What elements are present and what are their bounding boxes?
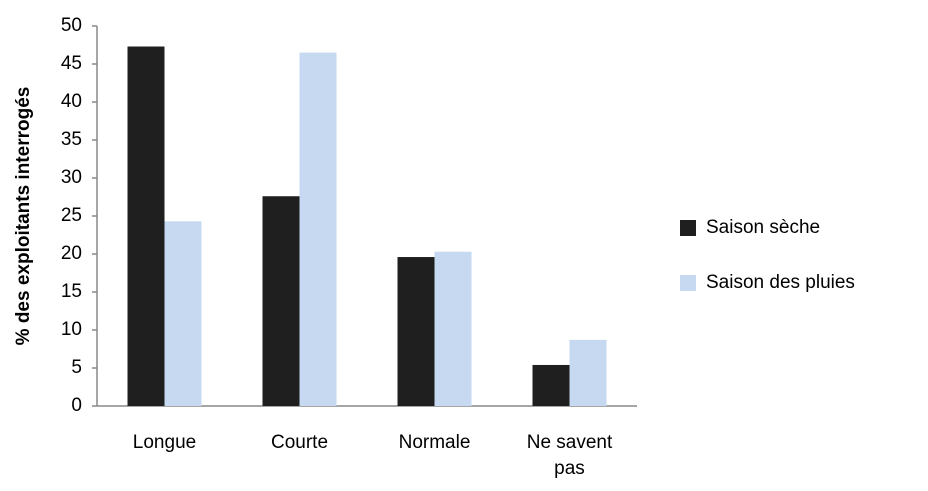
bar bbox=[164, 221, 202, 406]
y-tick-label: 5 bbox=[71, 357, 82, 378]
bar bbox=[532, 364, 570, 406]
x-tick-label: Courte bbox=[270, 432, 329, 453]
y-tick-label: 45 bbox=[61, 53, 82, 74]
y-tick-label: 15 bbox=[61, 281, 82, 302]
x-tick-label: Normale bbox=[398, 432, 471, 453]
y-tick-label: 40 bbox=[61, 91, 82, 112]
y-tick-label: 25 bbox=[61, 205, 82, 226]
y-tick-label: 10 bbox=[61, 319, 82, 340]
y-tick-label: 50 bbox=[61, 15, 82, 36]
bar bbox=[299, 52, 337, 406]
bar bbox=[434, 251, 472, 406]
legend-label: Saison sèche bbox=[706, 217, 820, 238]
y-tick-label: 35 bbox=[61, 129, 82, 150]
legend-label: Saison des pluies bbox=[706, 272, 855, 293]
bar bbox=[569, 339, 607, 406]
legend-swatch bbox=[680, 220, 696, 236]
y-tick-label: 30 bbox=[61, 167, 82, 188]
y-tick-label: 0 bbox=[71, 395, 82, 416]
y-axis-title: % des exploitants interrogés bbox=[13, 87, 34, 346]
bar bbox=[262, 196, 300, 406]
x-tick-label: Ne savent pas bbox=[526, 432, 613, 479]
y-tick-label: 20 bbox=[61, 243, 82, 264]
x-tick-label: Longue bbox=[132, 432, 197, 453]
bar bbox=[127, 46, 165, 407]
bar bbox=[397, 257, 435, 406]
legend-swatch bbox=[680, 275, 696, 291]
